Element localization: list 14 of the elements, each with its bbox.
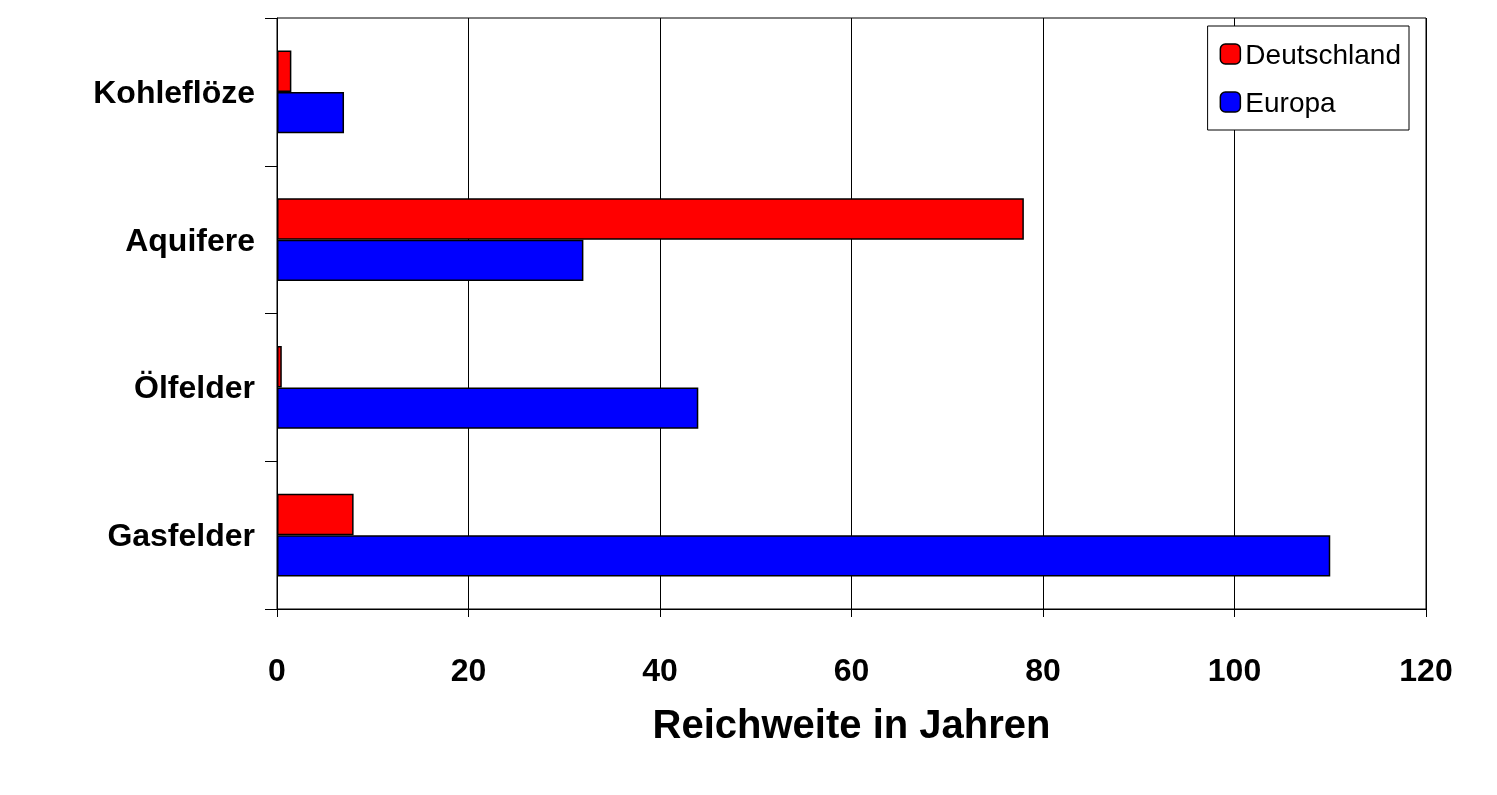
x-tick-label: 100 [1207, 652, 1262, 688]
y-tick-label: Kohleflöze [93, 73, 255, 110]
x-tick-label: 60 [833, 652, 870, 688]
x-tick-label: 120 [1399, 652, 1453, 688]
y-tick-label: Gasfelder [107, 517, 255, 554]
x-axis-title: Reichweite in Jahren [652, 702, 1051, 746]
x-tick-label: 0 [268, 652, 286, 688]
y-tick-label: Ölfelder [134, 369, 255, 406]
x-tick-label: 20 [450, 652, 487, 688]
x-tick-label: 80 [1025, 652, 1061, 688]
y-tick-label: Aquifere [125, 221, 255, 258]
x-tick-label: 40 [642, 652, 678, 688]
legend-label: Europa [1245, 86, 1337, 118]
legend-label: Deutschland [1245, 38, 1401, 70]
